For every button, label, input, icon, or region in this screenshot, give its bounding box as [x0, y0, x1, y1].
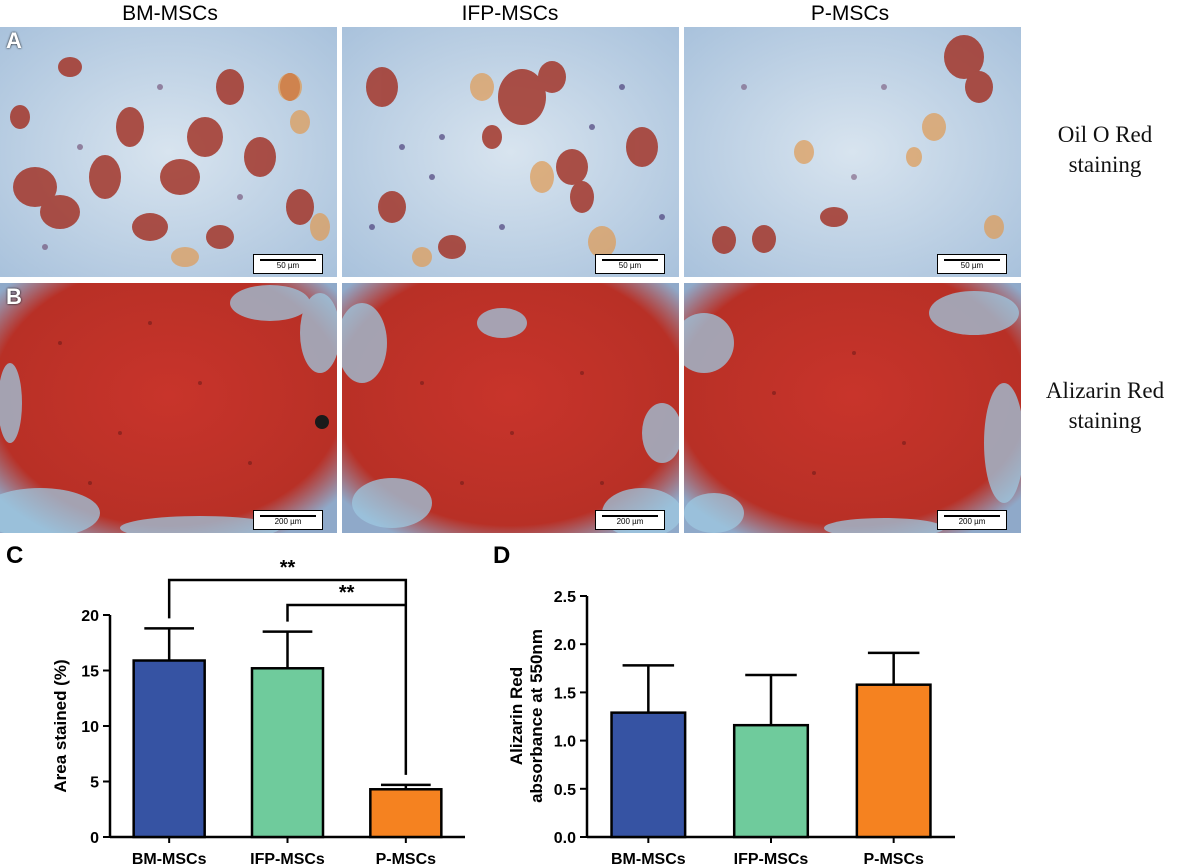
chart-d-alizarin-absorbance: 0.0 0.5 1.0 1.5 2.0 2.5 BM-MSCs IFP-MSCs P-MSCs A… — [507, 589, 955, 864]
scale-bar: 50 µm — [595, 254, 665, 274]
oil-red-image-p — [684, 27, 1021, 277]
y-axis-label: Area stained (%) — [51, 659, 70, 792]
side-label-oil-red: Oil O Red staining — [1057, 122, 1153, 177]
scale-bar: 50 µm — [253, 254, 323, 274]
bar-ifp-mscs — [732, 723, 810, 839]
significance-label: ** — [339, 582, 355, 604]
oil-red-micrograph-bm — [0, 27, 337, 277]
panel-letter-d: D — [493, 542, 511, 569]
x-tick-label: IFP-MSCs — [734, 851, 809, 864]
y-tick-label: 2.5 — [554, 589, 576, 606]
bar-bm-mscs — [610, 711, 687, 839]
y-tick-label: 0 — [90, 830, 99, 847]
alizarin-micrograph-bm — [0, 283, 337, 533]
alizarin-image-p — [684, 283, 1021, 533]
panel-letter-b: B — [6, 284, 22, 309]
y-tick-label: 0.0 — [554, 830, 576, 847]
alizarin-image-bm — [0, 283, 337, 533]
scale-bar: 50 µm — [937, 254, 1007, 274]
side-label-alizarin: Alizarin Red staining — [1045, 378, 1165, 433]
y-tick-label: 15 — [81, 664, 99, 681]
x-tick-label: BM-MSCs — [611, 851, 686, 864]
oil-red-micrograph-p — [684, 27, 1021, 277]
bar-ifp-mscs — [250, 667, 325, 839]
panel-letter-c: C — [6, 542, 24, 569]
oil-red-image-ifp — [342, 27, 679, 277]
column-header-ifp: IFP-MSCs — [461, 2, 559, 25]
x-tick-label: BM-MSCs — [132, 851, 207, 864]
panel-letter-a: A — [6, 28, 22, 53]
alizarin-micrograph-p — [684, 283, 1021, 533]
chart-c-area-stained: 0 5 10 15 20 BM-MSCs IFP-MSCs P-MSCs Area staine… — [51, 557, 465, 864]
oil-red-micrograph-ifp — [342, 27, 679, 277]
y-tick-label: 10 — [81, 719, 99, 736]
y-tick-label: 2.0 — [554, 637, 576, 654]
scale-bar: 200 µm — [595, 510, 665, 530]
column-header-p: P-MSCs — [810, 2, 890, 25]
y-axis-label-line2: absorbance at 550nm — [527, 629, 546, 803]
scale-bar: 200 µm — [937, 510, 1007, 530]
oil-red-image-bm — [0, 27, 337, 277]
significance-label: ** — [280, 557, 296, 579]
y-axis-label-line1: Alizarin Red — [507, 667, 526, 765]
column-header-bm: BM-MSCs — [122, 2, 218, 25]
bar-p-mscs — [855, 683, 932, 839]
alizarin-micrograph-ifp — [342, 283, 679, 533]
x-tick-label: P-MSCs — [863, 851, 924, 864]
bar-bm-mscs — [132, 659, 206, 839]
significance-bracket — [167, 578, 408, 775]
scale-bar: 200 µm — [253, 510, 323, 530]
significance-bracket — [286, 603, 406, 622]
x-tick-label: P-MSCs — [376, 851, 437, 864]
y-tick-label: 5 — [90, 775, 99, 792]
bar-p-mscs — [369, 788, 443, 839]
y-tick-label: 1.5 — [554, 685, 576, 702]
alizarin-image-ifp — [342, 283, 679, 533]
y-tick-label: 1.0 — [554, 734, 576, 751]
y-tick-label: 20 — [81, 608, 99, 625]
y-tick-label: 0.5 — [554, 782, 576, 799]
x-tick-label: IFP-MSCs — [250, 851, 325, 864]
